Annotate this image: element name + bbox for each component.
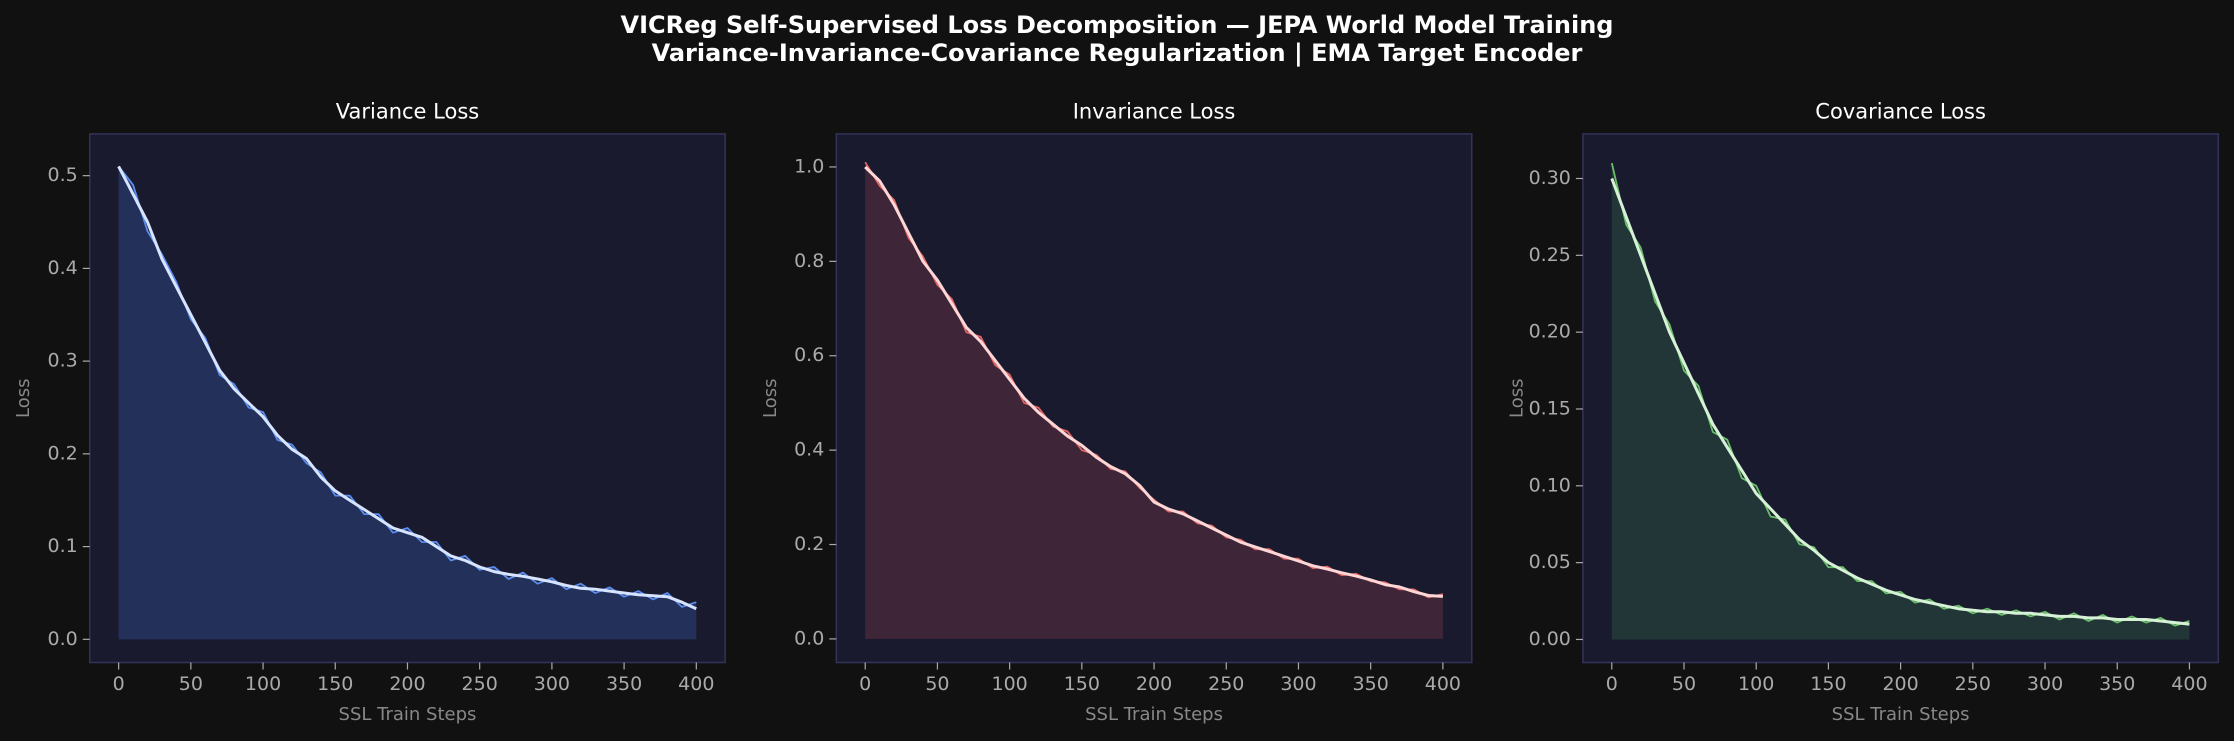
x-tick-label: 200 bbox=[389, 673, 425, 695]
x-tick-label: 0 bbox=[859, 673, 871, 695]
y-tick-label: 0.6 bbox=[794, 344, 824, 366]
y-tick-label: 0.05 bbox=[1529, 551, 1571, 573]
x-tick-label: 150 bbox=[1810, 673, 1846, 695]
y-tick-label: 0.3 bbox=[48, 350, 78, 372]
x-tick-label: 350 bbox=[606, 673, 642, 695]
y-tick-label: 0.5 bbox=[48, 164, 78, 186]
x-tick-label: 50 bbox=[179, 673, 203, 695]
y-tick-label: 0.1 bbox=[48, 535, 78, 557]
y-axis-label: Loss bbox=[13, 378, 34, 417]
x-tick-label: 150 bbox=[317, 673, 353, 695]
y-tick-label: 0.15 bbox=[1529, 397, 1571, 419]
x-tick-label: 350 bbox=[1353, 673, 1389, 695]
x-tick-label: 100 bbox=[991, 673, 1027, 695]
x-tick-label: 0 bbox=[113, 673, 125, 695]
x-tick-label: 250 bbox=[462, 673, 498, 695]
x-axis-label: SSL Train Steps bbox=[339, 704, 477, 725]
figure-title: VICReg Self-Supervised Loss Decompositio… bbox=[621, 11, 1614, 39]
x-tick-label: 100 bbox=[1738, 673, 1774, 695]
x-tick-label: 350 bbox=[2099, 673, 2135, 695]
x-axis-label: SSL Train Steps bbox=[1085, 704, 1223, 725]
y-tick-label: 0.25 bbox=[1529, 244, 1571, 266]
x-tick-label: 50 bbox=[1672, 673, 1696, 695]
y-tick-label: 0.00 bbox=[1529, 628, 1571, 650]
y-tick-label: 0.8 bbox=[794, 250, 824, 272]
y-axis-label: Loss bbox=[760, 378, 781, 417]
y-tick-label: 1.0 bbox=[794, 155, 824, 177]
smoothed-line bbox=[864, 165, 1443, 598]
smoothed-line bbox=[117, 165, 697, 611]
x-tick-label: 300 bbox=[534, 673, 570, 695]
subplot-title: Invariance Loss bbox=[1073, 100, 1236, 124]
y-tick-label: 0.4 bbox=[794, 439, 824, 461]
x-tick-label: 400 bbox=[678, 673, 714, 695]
x-tick-label: 50 bbox=[925, 673, 949, 695]
y-tick-label: 0.2 bbox=[794, 533, 824, 555]
x-tick-label: 100 bbox=[245, 673, 281, 695]
y-tick-label: 0.4 bbox=[48, 257, 78, 279]
figure-subtitle: Variance-Invariance-Covariance Regulariz… bbox=[652, 39, 1583, 67]
subplot-title: Variance Loss bbox=[336, 100, 479, 124]
smoothed-line bbox=[1610, 177, 2190, 626]
x-tick-label: 200 bbox=[1136, 673, 1172, 695]
x-tick-label: 150 bbox=[1064, 673, 1100, 695]
x-tick-label: 0 bbox=[1606, 673, 1618, 695]
subplot-title: Covariance Loss bbox=[1815, 100, 1986, 124]
y-tick-label: 0.10 bbox=[1529, 474, 1571, 496]
y-tick-label: 0.20 bbox=[1529, 321, 1571, 343]
y-tick-label: 0.0 bbox=[48, 628, 78, 650]
area bbox=[865, 162, 1443, 639]
x-tick-label: 300 bbox=[2027, 673, 2063, 695]
x-tick-label: 250 bbox=[1955, 673, 1991, 695]
y-tick-label: 0.2 bbox=[48, 442, 78, 464]
x-tick-label: 300 bbox=[1280, 673, 1316, 695]
x-tick-label: 400 bbox=[2171, 673, 2207, 695]
y-tick-label: 0.0 bbox=[794, 627, 824, 649]
y-axis-label: Loss bbox=[1506, 378, 1527, 417]
area bbox=[1611, 163, 2190, 640]
x-tick-label: 400 bbox=[1425, 673, 1461, 695]
x-axis-label: SSL Train Steps bbox=[1832, 704, 1970, 725]
x-tick-label: 250 bbox=[1208, 673, 1244, 695]
x-tick-label: 200 bbox=[1882, 673, 1918, 695]
area bbox=[118, 166, 697, 640]
y-tick-label: 0.30 bbox=[1529, 167, 1571, 189]
